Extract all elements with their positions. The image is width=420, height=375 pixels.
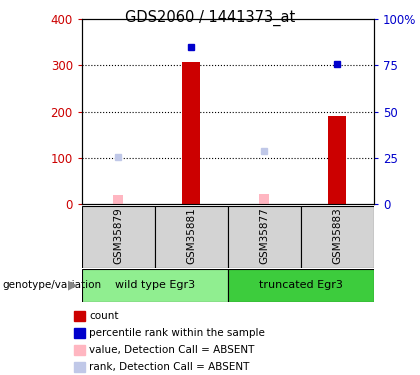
Bar — [155, 206, 228, 268]
Text: count: count — [89, 311, 119, 321]
Bar — [82, 269, 228, 302]
Text: percentile rank within the sample: percentile rank within the sample — [89, 328, 265, 338]
Bar — [182, 62, 200, 204]
Bar — [328, 116, 346, 204]
Text: GSM35883: GSM35883 — [332, 208, 342, 264]
Text: wild type Egr3: wild type Egr3 — [115, 280, 195, 290]
Text: genotype/variation: genotype/variation — [2, 280, 101, 290]
Bar — [228, 206, 301, 268]
Bar — [301, 206, 374, 268]
Text: ▶: ▶ — [68, 279, 78, 292]
Text: value, Detection Call = ABSENT: value, Detection Call = ABSENT — [89, 345, 255, 355]
Bar — [82, 206, 155, 268]
Text: GSM35877: GSM35877 — [259, 208, 269, 264]
Text: rank, Detection Call = ABSENT: rank, Detection Call = ABSENT — [89, 362, 250, 372]
Bar — [259, 194, 269, 204]
Text: GSM35881: GSM35881 — [186, 208, 197, 264]
Text: truncated Egr3: truncated Egr3 — [259, 280, 343, 290]
Bar — [228, 269, 374, 302]
Text: GDS2060 / 1441373_at: GDS2060 / 1441373_at — [125, 9, 295, 26]
Bar — [113, 195, 123, 204]
Text: GSM35879: GSM35879 — [113, 208, 123, 264]
